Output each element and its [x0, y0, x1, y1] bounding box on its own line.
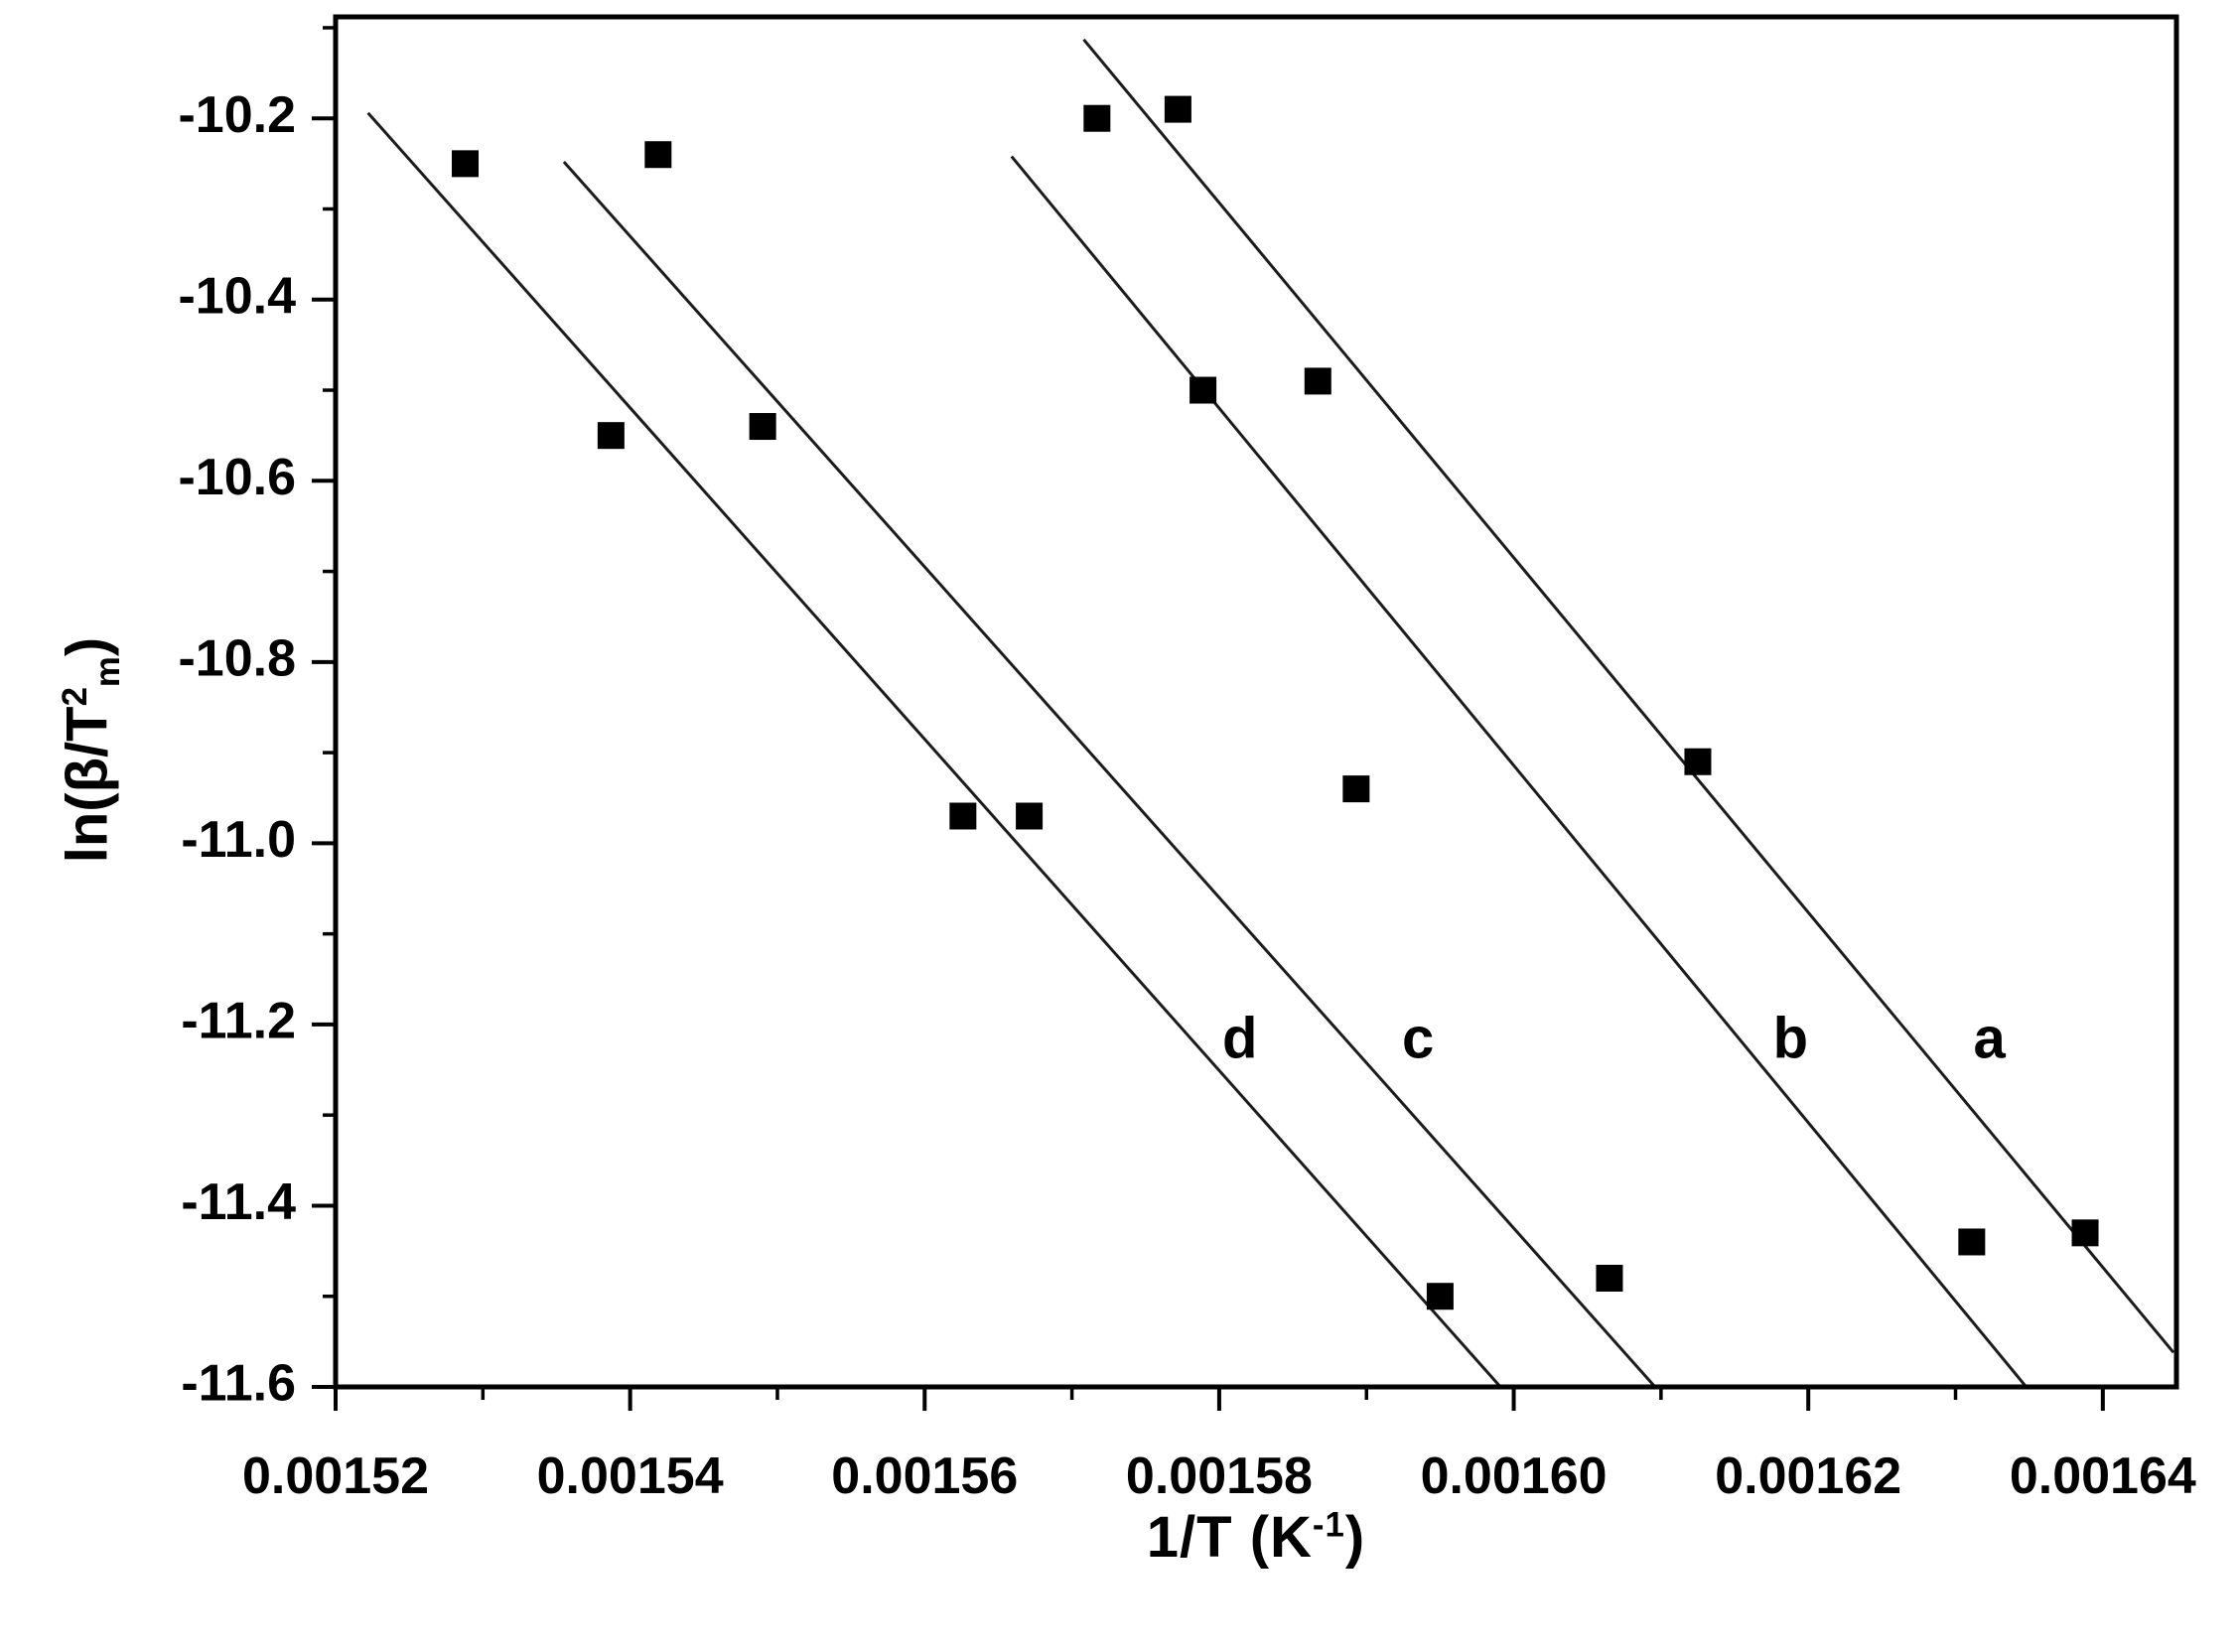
x-tick-label: 0.00164 [2010, 1447, 2196, 1505]
y-tick-label: -10.8 [178, 630, 296, 688]
x-tick-label: 0.00158 [1126, 1447, 1313, 1505]
y-tick-label: -11.0 [181, 811, 296, 869]
data-point-square-c [1016, 802, 1044, 830]
x-tick-label: 0.00152 [242, 1447, 429, 1505]
fit-line-c [562, 161, 1657, 1388]
y-axis-title-suffix: ) [55, 636, 120, 657]
data-point-square-a [1684, 748, 1712, 775]
data-point-square-c [1596, 1264, 1623, 1292]
data-point-square-d [597, 422, 625, 450]
fit-line-d [366, 111, 1502, 1388]
series-label-c: c [1402, 1007, 1434, 1071]
data-point-square-a [1164, 95, 1191, 123]
data-point-square-d [949, 802, 977, 830]
y-axis-title-mid: /T [55, 706, 120, 757]
y-tick-label: -10.6 [178, 449, 296, 506]
y-axis-title-superscript: 2 [56, 687, 95, 707]
y-tick-label: -11.6 [181, 1355, 296, 1413]
data-point-square-b [1958, 1228, 1986, 1256]
plot-frame [333, 14, 2179, 1390]
series-label-b: b [1773, 1007, 1808, 1071]
y-tick-label: -11.2 [181, 993, 296, 1050]
y-tick-label: -10.4 [178, 267, 296, 325]
x-axis-title-superscript: -1 [1312, 1505, 1345, 1545]
y-axis-title: ln(β/T2m) [55, 6, 128, 1495]
x-tick-label: 0.00162 [1715, 1447, 1901, 1505]
x-axis-title: 1/T (K-1) [0, 1504, 2240, 1571]
data-point-square-d [1426, 1283, 1454, 1310]
y-axis-title-prefix: ln( [55, 792, 120, 864]
x-axis-title-text: 1/T (K [1146, 1505, 1313, 1570]
series-label-a: a [1974, 1007, 2007, 1071]
x-axis-title-suffix: ) [1344, 1505, 1366, 1570]
data-point-square-a [1304, 367, 1331, 395]
data-point-square-d [452, 150, 480, 178]
beta-symbol: β [55, 757, 120, 793]
data-point-square-b [1342, 775, 1370, 803]
data-point-square-c [749, 413, 776, 441]
x-tick-label: 0.00160 [1421, 1447, 1608, 1505]
fit-line-b [1010, 155, 2028, 1388]
data-point-square-b [1083, 104, 1111, 132]
x-tick-label: 0.00156 [831, 1447, 1018, 1505]
x-tick-label: 0.00154 [537, 1447, 724, 1505]
y-axis-title-subscript: m [88, 656, 128, 688]
fit-line-a [1082, 38, 2175, 1354]
series-label-d: d [1222, 1007, 1257, 1071]
data-point-square-a [2071, 1219, 2099, 1247]
y-tick-label: -11.4 [181, 1173, 296, 1231]
y-tick-label: -10.2 [178, 86, 296, 144]
data-point-square-c [644, 141, 672, 169]
data-point-square-b [1190, 376, 1217, 404]
